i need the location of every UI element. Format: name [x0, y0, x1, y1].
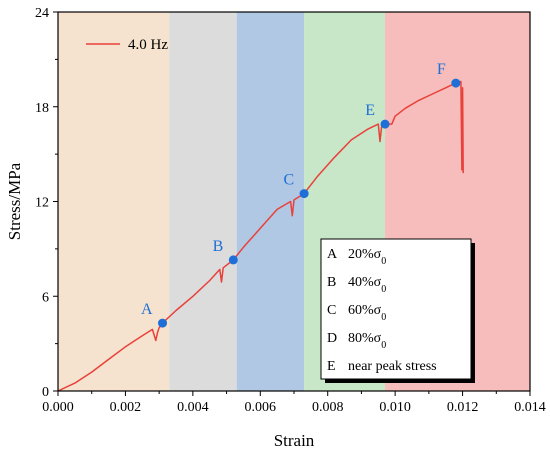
key-description-c: 60%σ0 — [348, 303, 386, 323]
series-lines — [57, 80, 464, 392]
stage-key-box: A 20%σ0 B 40%σ0 C 60%σ0 D 80%σ0 E near peak stres… — [320, 238, 475, 383]
key-letter-b: B — [327, 275, 336, 290]
y-tick-label: 6 — [42, 290, 49, 305]
key-description-d: 80%σ0 — [348, 331, 386, 351]
y-tick-label: 24 — [35, 6, 49, 21]
legend-label: 4.0 Hz — [128, 37, 168, 53]
x-axis-title: Strain — [274, 431, 315, 450]
strain-band-1 — [58, 12, 170, 391]
x-tick-label: 0.000 — [42, 400, 74, 415]
marker-label-a: A — [141, 301, 153, 318]
marker-label-c: C — [283, 172, 294, 189]
strain-band-3 — [236, 12, 305, 391]
key-description-a: 20%σ0 — [348, 247, 386, 267]
marker-point-a — [158, 318, 168, 328]
marker-point-b — [228, 255, 238, 265]
key-letter-d: D — [327, 331, 337, 346]
x-tick-label: 0.008 — [312, 400, 344, 415]
series-line-1 — [57, 80, 464, 392]
key-letter-e: E — [327, 359, 336, 374]
key-description-b: 40%σ0 — [348, 275, 386, 295]
marker-label-e: E — [365, 102, 375, 119]
x-tick-label: 0.004 — [177, 400, 209, 415]
marker-label-b: B — [213, 238, 224, 255]
marker-point-e — [380, 119, 390, 129]
x-tick-label: 0.010 — [379, 400, 411, 415]
x-tick-label: 0.012 — [447, 400, 479, 415]
key-description-e: near peak stress — [348, 359, 437, 374]
strain-band-2 — [169, 12, 237, 391]
key-box-frame — [320, 238, 472, 380]
y-axis-title: Stress/MPa — [5, 162, 24, 240]
y-tick-label: 18 — [35, 101, 49, 116]
key-letter-c: C — [327, 303, 336, 318]
y-tick-label: 0 — [42, 385, 49, 400]
y-tick-label: 12 — [35, 196, 49, 211]
marker-point-f — [451, 78, 461, 88]
key-letter-a: A — [327, 247, 338, 262]
x-tick-label: 0.002 — [110, 400, 142, 415]
axis-ticks: 0.000 0.002 0.004 0.006 0.008 0.010 0.012 0.014… — [35, 6, 546, 415]
legend: 4.0 Hz — [86, 37, 168, 53]
marker-point-c — [299, 189, 309, 199]
x-tick-label: 0.014 — [514, 400, 546, 415]
marker-label-f: F — [437, 61, 446, 78]
x-tick-label: 0.006 — [245, 400, 277, 415]
